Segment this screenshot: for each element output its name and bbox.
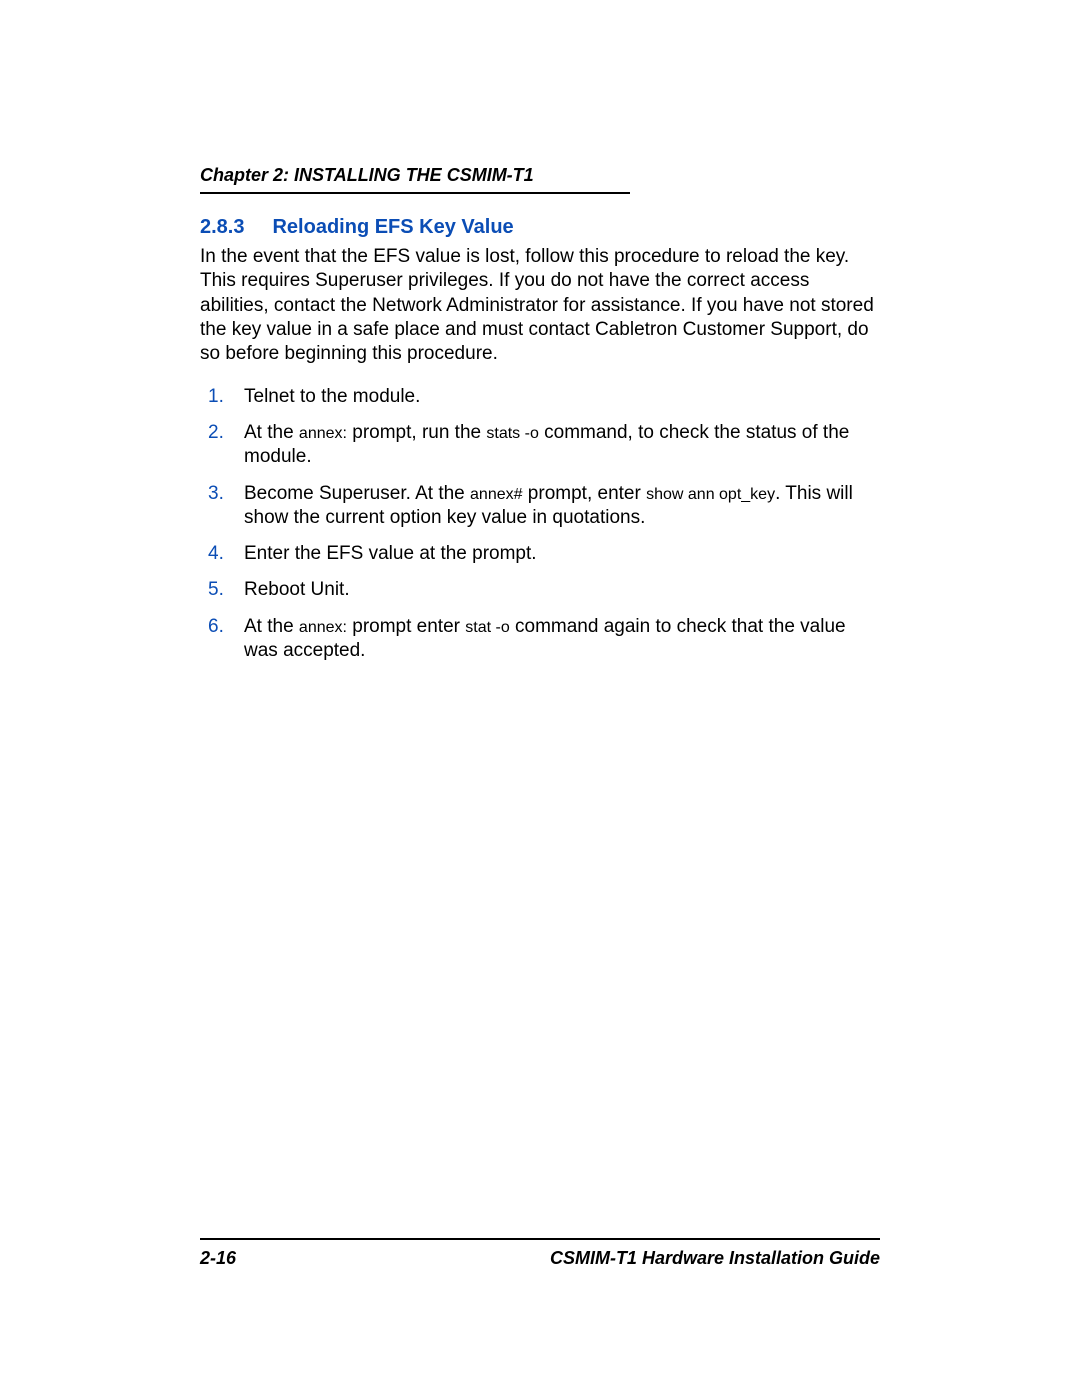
step-6: At the annex: prompt enter stat -o comma… — [228, 615, 880, 664]
step-4: Enter the EFS value at the prompt. — [228, 542, 880, 566]
procedure-steps: Telnet to the module. At the annex: promp… — [200, 385, 880, 664]
step-3: Become Superuser. At the annex# prompt, … — [228, 482, 880, 531]
section-title: Reloading EFS Key Value — [272, 216, 513, 238]
section-number: 2.8.3 — [200, 216, 244, 239]
guide-title: CSMIM-T1 Hardware Installation Guide — [550, 1248, 880, 1269]
section-heading: 2.8.3 Reloading EFS Key Value — [200, 216, 880, 239]
chapter-label: Chapter 2: — [200, 165, 289, 185]
page-footer: 2-16 CSMIM-T1 Hardware Installation Guid… — [200, 1238, 880, 1269]
intro-paragraph: In the event that the EFS value is lost,… — [200, 245, 880, 367]
step-2: At the annex: prompt, run the stats -o c… — [228, 421, 880, 470]
step-5: Reboot Unit. — [228, 578, 880, 602]
step-1: Telnet to the module. — [228, 385, 880, 409]
chapter-title: INSTALLING THE CSMIM-T1 — [294, 165, 534, 185]
page-number: 2-16 — [200, 1248, 236, 1269]
chapter-header: Chapter 2: INSTALLING THE CSMIM-T1 — [200, 165, 630, 194]
page-content: Chapter 2: INSTALLING THE CSMIM-T1 2.8.3… — [200, 165, 880, 675]
